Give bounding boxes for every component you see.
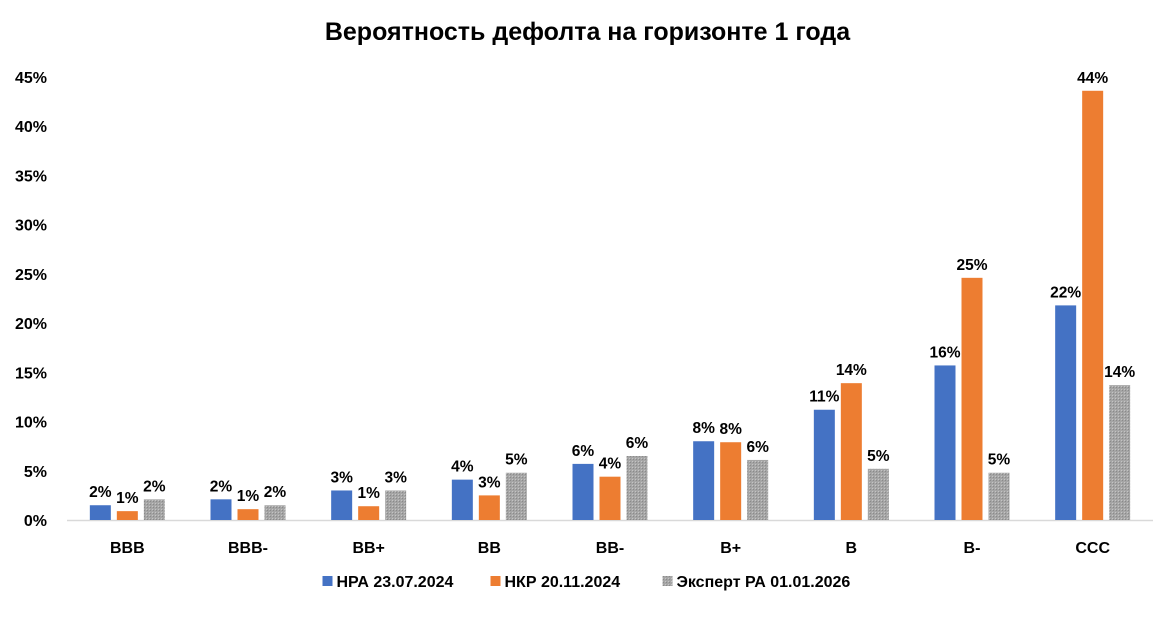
bar xyxy=(89,505,111,520)
data-label: 6% xyxy=(746,439,769,456)
bar xyxy=(961,277,983,520)
y-tick-label: 40% xyxy=(15,119,47,136)
data-label: 8% xyxy=(692,420,715,437)
data-label: 44% xyxy=(1077,70,1108,87)
x-axis: BBB BBB- BB+ BB BB- B+ B B- CCC xyxy=(67,519,1153,557)
bar xyxy=(720,442,742,520)
y-tick-label: 10% xyxy=(15,415,47,432)
bar xyxy=(1109,385,1131,520)
data-label: 4% xyxy=(451,459,474,476)
y-tick-label: 15% xyxy=(15,365,47,382)
bar xyxy=(693,441,715,520)
data-label: 14% xyxy=(836,362,867,379)
data-label: 3% xyxy=(330,469,353,486)
bars xyxy=(89,90,1131,520)
data-label: 1% xyxy=(116,490,139,507)
bar xyxy=(385,490,407,520)
y-tick-label: 25% xyxy=(15,267,47,284)
bar xyxy=(237,509,259,520)
x-tick-label: B+ xyxy=(720,540,741,557)
data-label: 2% xyxy=(210,478,233,495)
bar xyxy=(813,409,835,520)
data-label: 8% xyxy=(719,421,742,438)
data-label: 1% xyxy=(357,485,380,502)
data-label: 14% xyxy=(1104,364,1135,381)
bar xyxy=(210,499,232,520)
data-label: 5% xyxy=(505,452,528,469)
y-tick-label: 5% xyxy=(24,464,47,481)
x-tick-label: BB+ xyxy=(352,540,384,557)
y-tick-label: 45% xyxy=(15,70,47,87)
legend-swatch xyxy=(490,576,501,586)
bar xyxy=(1082,90,1104,520)
data-labels: 2% 1%2% 2%1% 2%3%1%3%4%3%5%6%4%6%8% 8%6%11%1… xyxy=(89,70,1135,507)
bar xyxy=(1055,305,1077,520)
data-label: 22% xyxy=(1050,284,1081,301)
legend-label: Эксперт РА 01.01.2026 xyxy=(677,574,851,591)
bar xyxy=(572,463,594,520)
data-label: 2% xyxy=(264,484,287,501)
bar xyxy=(626,456,648,520)
data-label: 6% xyxy=(572,443,595,460)
data-label: 5% xyxy=(867,448,890,465)
y-tick-label: 35% xyxy=(15,168,47,185)
bar xyxy=(867,468,889,520)
bar xyxy=(934,365,956,520)
legend-label: НКР 20.11.2024 xyxy=(505,574,621,591)
data-label: 11% xyxy=(809,389,839,406)
data-label: 2% xyxy=(89,484,112,501)
data-label: 3% xyxy=(384,469,407,486)
y-tick-label: 0% xyxy=(24,513,47,530)
data-label: 4% xyxy=(599,456,622,473)
x-tick-label: BBB- xyxy=(228,540,268,557)
bar xyxy=(599,476,621,520)
bar xyxy=(478,495,500,520)
bar xyxy=(143,499,165,520)
x-tick-label: CCC xyxy=(1075,540,1110,557)
bar xyxy=(331,490,353,520)
bar xyxy=(747,459,769,520)
data-label: 1% xyxy=(237,488,260,505)
legend-swatch xyxy=(662,576,673,586)
x-tick-label: BB- xyxy=(596,540,624,557)
y-tick-label: 20% xyxy=(15,316,47,333)
legend-swatch xyxy=(322,576,333,586)
y-axis: 0% 5% 10% 15% 20% 25% 30% 35% 40% 45% xyxy=(15,70,47,530)
bar xyxy=(264,505,286,520)
x-tick-label: B- xyxy=(964,540,981,557)
bar xyxy=(116,511,138,520)
data-label: 25% xyxy=(956,257,987,274)
bar xyxy=(505,472,527,520)
data-label: 5% xyxy=(988,452,1011,469)
chart-title: Вероятность дефолта на горизонте 1 года xyxy=(324,18,851,46)
x-tick-label: BB xyxy=(478,540,501,557)
x-tick-label: BBB xyxy=(110,540,145,557)
bar xyxy=(358,506,380,520)
bar xyxy=(840,383,862,520)
bar xyxy=(988,472,1010,520)
data-label: 2% xyxy=(143,478,166,495)
data-label: 6% xyxy=(626,435,649,452)
legend-label: НРА 23.07.2024 xyxy=(337,574,454,591)
x-tick-label: B xyxy=(846,540,858,557)
data-label: 16% xyxy=(929,344,960,361)
bar xyxy=(451,479,473,520)
data-label: 3% xyxy=(478,474,501,491)
y-tick-label: 30% xyxy=(15,218,47,235)
legend: НРА 23.07.2024 НКР 20.11.2024 Эксперт РА 0… xyxy=(322,574,851,591)
